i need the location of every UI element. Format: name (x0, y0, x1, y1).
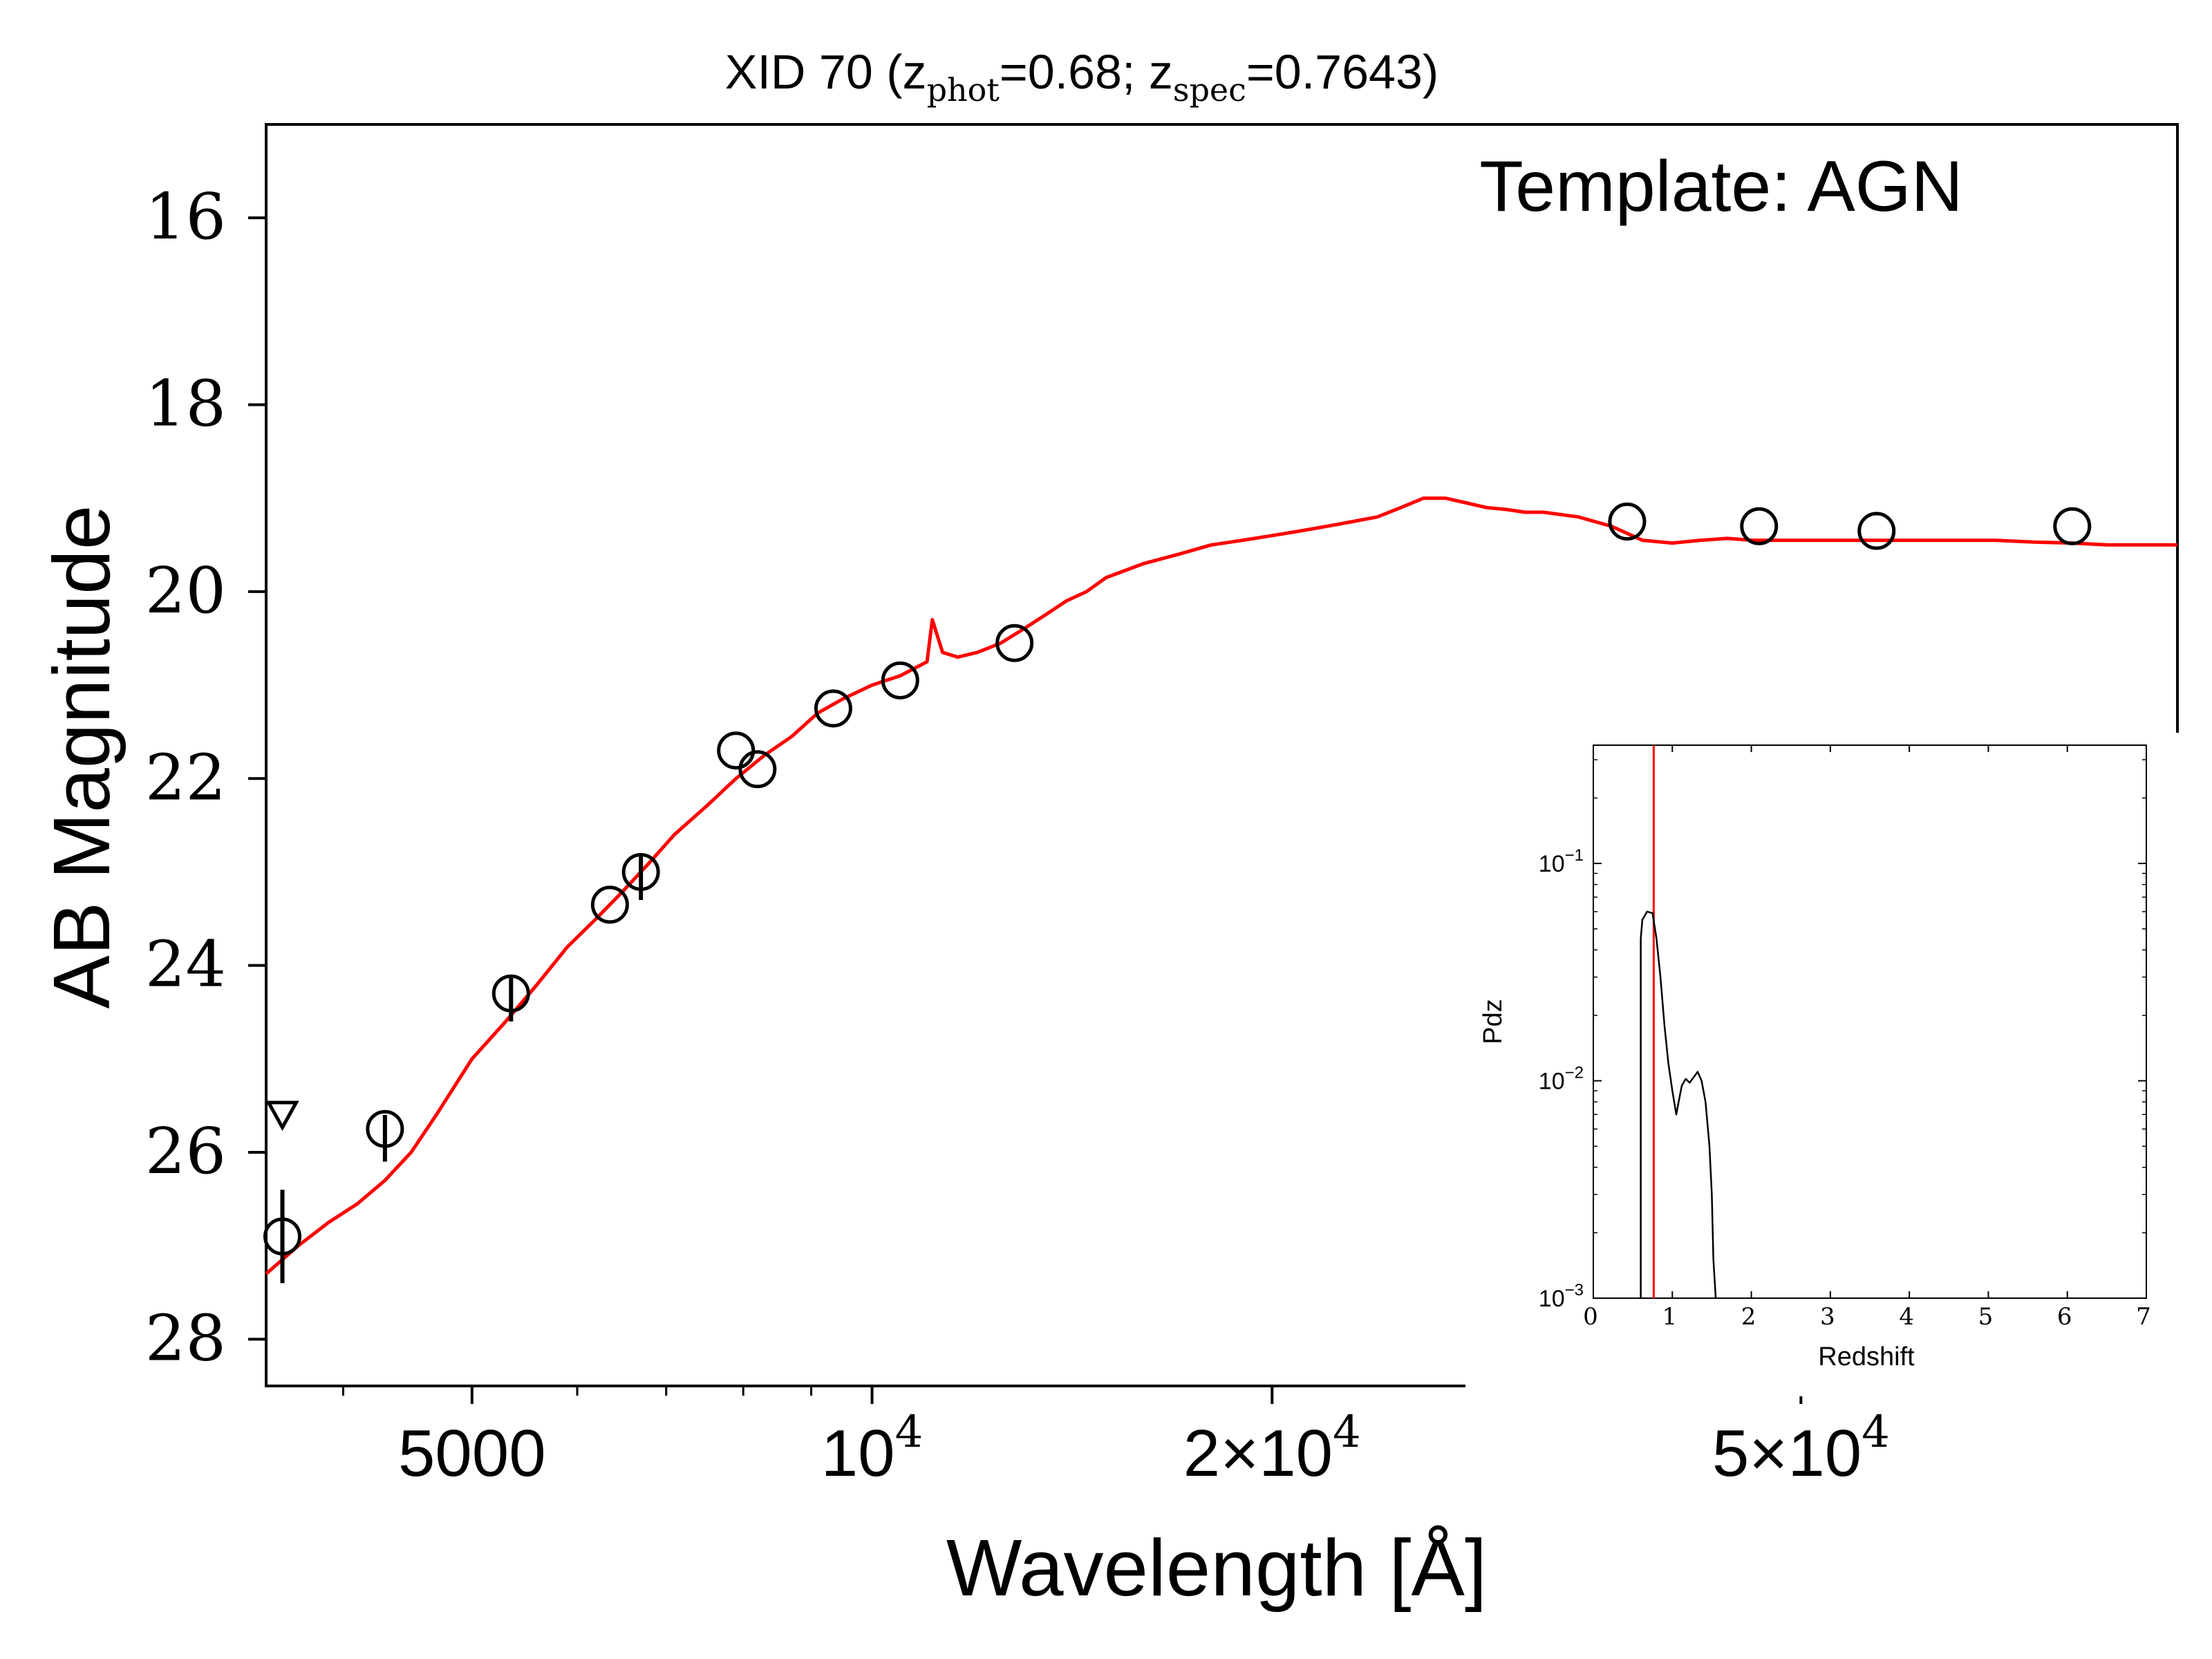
upper-limit-marker (265, 1100, 299, 1132)
y-tick-label: 28 (145, 1301, 226, 1375)
photometry-point (1857, 512, 1896, 550)
photometry-point (717, 731, 756, 770)
photometry-point (2053, 507, 2092, 545)
inset-x-tick-label: 2 (1741, 1303, 1756, 1331)
photometry-point (590, 885, 629, 924)
photometry-point (881, 661, 919, 700)
inset-y-axis-label: Pdz (1479, 999, 1508, 1044)
photometry-point (814, 689, 852, 728)
photometry-point (491, 974, 530, 1013)
main-plot-area (263, 496, 2177, 1284)
x-axis-label: Wavelength [Å] (946, 1523, 1487, 1613)
x-tick-label: 2×104 (1183, 1407, 1361, 1490)
x-tick-label: 5000 (398, 1416, 546, 1490)
inset-y-tick-label: 10−1 (1539, 846, 1584, 877)
inset-x-tick-label: 7 (2136, 1303, 2151, 1331)
inset-x-tick-label: 3 (1820, 1303, 1835, 1331)
inset-x-tick-label: 0 (1583, 1303, 1598, 1331)
photometry-point (1608, 503, 1647, 541)
inset-plot-area (1640, 745, 1717, 1299)
photometry-point (1740, 507, 1779, 545)
y-tick-label: 22 (145, 740, 226, 814)
pdz-curve (1640, 910, 1717, 1299)
inset-axes-ticks: 0 1 2 3 4 5 6 7 10−1 10−2 10−3 (1539, 745, 2151, 1331)
inset-y-tick-label: 10−3 (1539, 1281, 1584, 1312)
template-annotation: Template: AGN (1479, 147, 1962, 227)
y-tick-label: 18 (145, 367, 226, 441)
inset-plot-frame (1593, 744, 2147, 1299)
photometry-point (366, 1109, 404, 1148)
photometry-point (263, 1217, 302, 1256)
inset-y-tick-label: 10−2 (1539, 1064, 1584, 1095)
y-tick-label: 26 (145, 1114, 226, 1188)
inset-x-tick-label: 4 (1899, 1303, 1914, 1331)
inset-x-tick-label: 1 (1662, 1303, 1677, 1331)
photometry-point (995, 624, 1034, 662)
photometry-point (621, 852, 660, 891)
y-axis-label: AB Magnitude (37, 505, 126, 1009)
inset-x-axis-label: Redshift (1818, 1342, 1915, 1371)
y-tick-label: 20 (145, 554, 226, 628)
y-tick-label: 24 (145, 928, 226, 1002)
y-tick-label: 16 (145, 180, 226, 254)
chart-title: XID 70 (zphot=0.68; zspec=0.7643) (725, 45, 1438, 109)
x-tick-label: 5×104 (1712, 1407, 1890, 1490)
inset-x-tick-label: 6 (2057, 1303, 2072, 1331)
x-tick-label: 104 (821, 1407, 924, 1490)
photometry-point (738, 750, 777, 789)
inset-x-tick-label: 5 (1978, 1303, 1994, 1331)
template-sed-line (265, 496, 2177, 1275)
